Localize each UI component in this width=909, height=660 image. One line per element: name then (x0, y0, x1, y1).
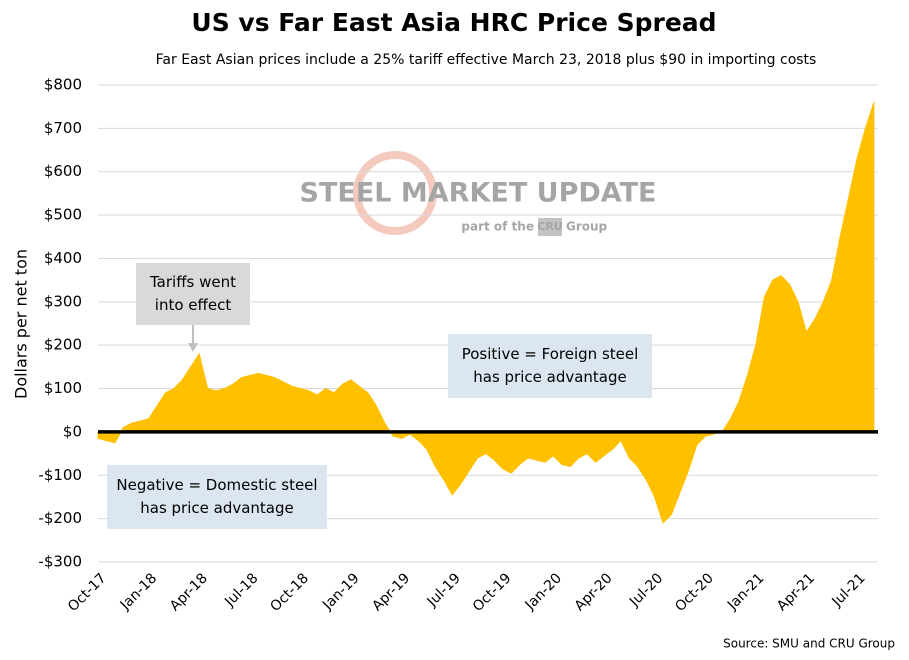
watermark-logo (353, 151, 437, 235)
y-tick-label: $600 (44, 162, 82, 180)
annotation-box (107, 465, 327, 529)
watermark: STEEL MARKET UPDATE part of the CRU Grou… (300, 151, 657, 236)
y-tick-label: $0 (63, 422, 82, 440)
y-tick-label: $200 (44, 336, 82, 354)
y-tick-label: $500 (44, 206, 82, 224)
y-tick-label: $800 (44, 76, 82, 94)
watermark-badge-box (538, 218, 562, 236)
y-tick-label: -$300 (38, 553, 82, 571)
annotation-box (448, 334, 652, 398)
annotation-text: Tariffs went (149, 273, 236, 291)
area (97, 102, 875, 524)
source: Source: SMU and CRU Group (723, 637, 895, 651)
y-axis-label: Dollars per net ton (12, 249, 31, 399)
annotation-box (136, 263, 250, 325)
watermark-prefix: part of the (461, 220, 534, 234)
annotation-text: has price advantage (473, 368, 627, 386)
annotation-text: Positive = Foreign steel (462, 345, 639, 363)
y-tick-label: $400 (44, 249, 82, 267)
y-tick-label: $100 (44, 379, 82, 397)
chart-subtitle: Far East Asian prices include a 25% tari… (156, 52, 817, 68)
watermark-suffix: Group (566, 220, 608, 234)
annotation-text: into effect (155, 296, 232, 314)
chart-title: US vs Far East Asia HRC Price Spread (191, 8, 716, 37)
y-tick-label: $300 (44, 292, 82, 310)
y-tick-label: -$200 (38, 509, 82, 527)
y-tick-label: $700 (44, 119, 82, 137)
annotation-arrowhead (188, 343, 198, 352)
watermark-brand: STEEL MARKET UPDATE (300, 178, 657, 209)
watermark-badge: CRU (537, 220, 562, 233)
y-tick-label: -$100 (38, 466, 82, 484)
annotation-text: Negative = Domestic steel (116, 476, 317, 494)
annotation-text: has price advantage (140, 499, 294, 517)
